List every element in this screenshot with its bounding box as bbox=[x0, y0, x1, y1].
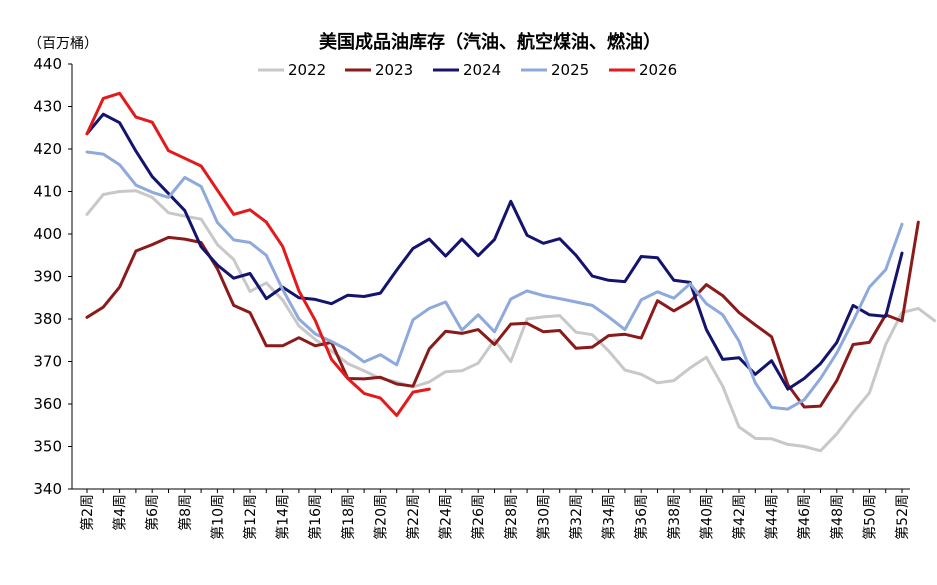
legend-label-2025: 2025 bbox=[551, 61, 589, 79]
x-tick-label: 第52周 bbox=[894, 494, 911, 540]
legend-label-2024: 2024 bbox=[463, 61, 501, 79]
x-tick-label: 第44周 bbox=[764, 494, 781, 540]
series-line-2025 bbox=[85, 150, 904, 411]
y-axis-unit: （百万桶） bbox=[28, 36, 98, 52]
x-tick-label: 第20周 bbox=[372, 494, 389, 540]
y-tick-label: 390 bbox=[33, 268, 62, 286]
x-tick-label: 第6周 bbox=[144, 494, 161, 531]
x-tick-label: 第22周 bbox=[405, 494, 422, 540]
x-tick-label: 第48周 bbox=[829, 494, 846, 540]
series-line-2022 bbox=[85, 189, 937, 453]
x-tick-label: 第28周 bbox=[503, 494, 520, 540]
series-line-2024 bbox=[85, 112, 904, 391]
y-tick-label: 360 bbox=[33, 395, 62, 413]
x-tick-label: 第26周 bbox=[470, 494, 487, 540]
x-tick-label: 第42周 bbox=[731, 494, 748, 540]
x-tick-label: 第18周 bbox=[340, 494, 357, 540]
series-lines bbox=[85, 91, 937, 453]
y-tick-label: 440 bbox=[33, 55, 62, 73]
series-line-2026 bbox=[85, 91, 431, 417]
x-tick-label: 第38周 bbox=[666, 494, 683, 540]
x-tick-label: 第14周 bbox=[275, 494, 292, 540]
y-tick-label: 410 bbox=[33, 183, 62, 201]
x-tick-label: 第46周 bbox=[796, 494, 813, 540]
y-tick-label: 380 bbox=[33, 310, 62, 328]
series-line-2023 bbox=[85, 220, 920, 409]
y-tick-label: 350 bbox=[33, 438, 62, 456]
legend-label-2026: 2026 bbox=[639, 61, 677, 79]
x-tick-label: 第10周 bbox=[209, 494, 226, 540]
y-tick-label: 430 bbox=[33, 98, 62, 116]
x-tick-label: 第12周 bbox=[242, 494, 259, 540]
chart-title: 美国成品油库存（汽油、航空煤油、燃油） bbox=[319, 31, 661, 53]
y-tick-label: 420 bbox=[33, 140, 62, 158]
x-tick-label: 第40周 bbox=[698, 494, 715, 540]
legend-label-2022: 2022 bbox=[288, 61, 326, 79]
x-tick-label: 第50周 bbox=[861, 494, 878, 540]
y-tick-label: 400 bbox=[33, 225, 62, 243]
x-tick-label: 第32周 bbox=[568, 494, 585, 540]
x-tick-label: 第4周 bbox=[112, 494, 129, 531]
x-tick-label: 第2周 bbox=[79, 494, 96, 531]
legend-label-2023: 2023 bbox=[375, 61, 413, 79]
y-tick-label: 370 bbox=[33, 353, 62, 371]
x-tick-label: 第16周 bbox=[307, 494, 324, 540]
x-tick-label: 第30周 bbox=[535, 494, 552, 540]
y-tick-label: 340 bbox=[33, 480, 62, 498]
x-tick-label: 第24周 bbox=[438, 494, 455, 540]
legend: 2022 2023 2024 2025 2026 bbox=[258, 61, 677, 79]
x-tick-label: 第36周 bbox=[633, 494, 650, 540]
x-ticks: 第2周 第4周 第6周 第8周 第10周 第12周 第14周 第16周 第18周 第20周 第22周… bbox=[79, 489, 911, 540]
y-ticks: 340 350 360 370 380 390 400 410 420 430 440 bbox=[33, 55, 72, 498]
x-tick-label: 第34周 bbox=[601, 494, 618, 540]
x-tick-label: 第8周 bbox=[177, 494, 194, 531]
